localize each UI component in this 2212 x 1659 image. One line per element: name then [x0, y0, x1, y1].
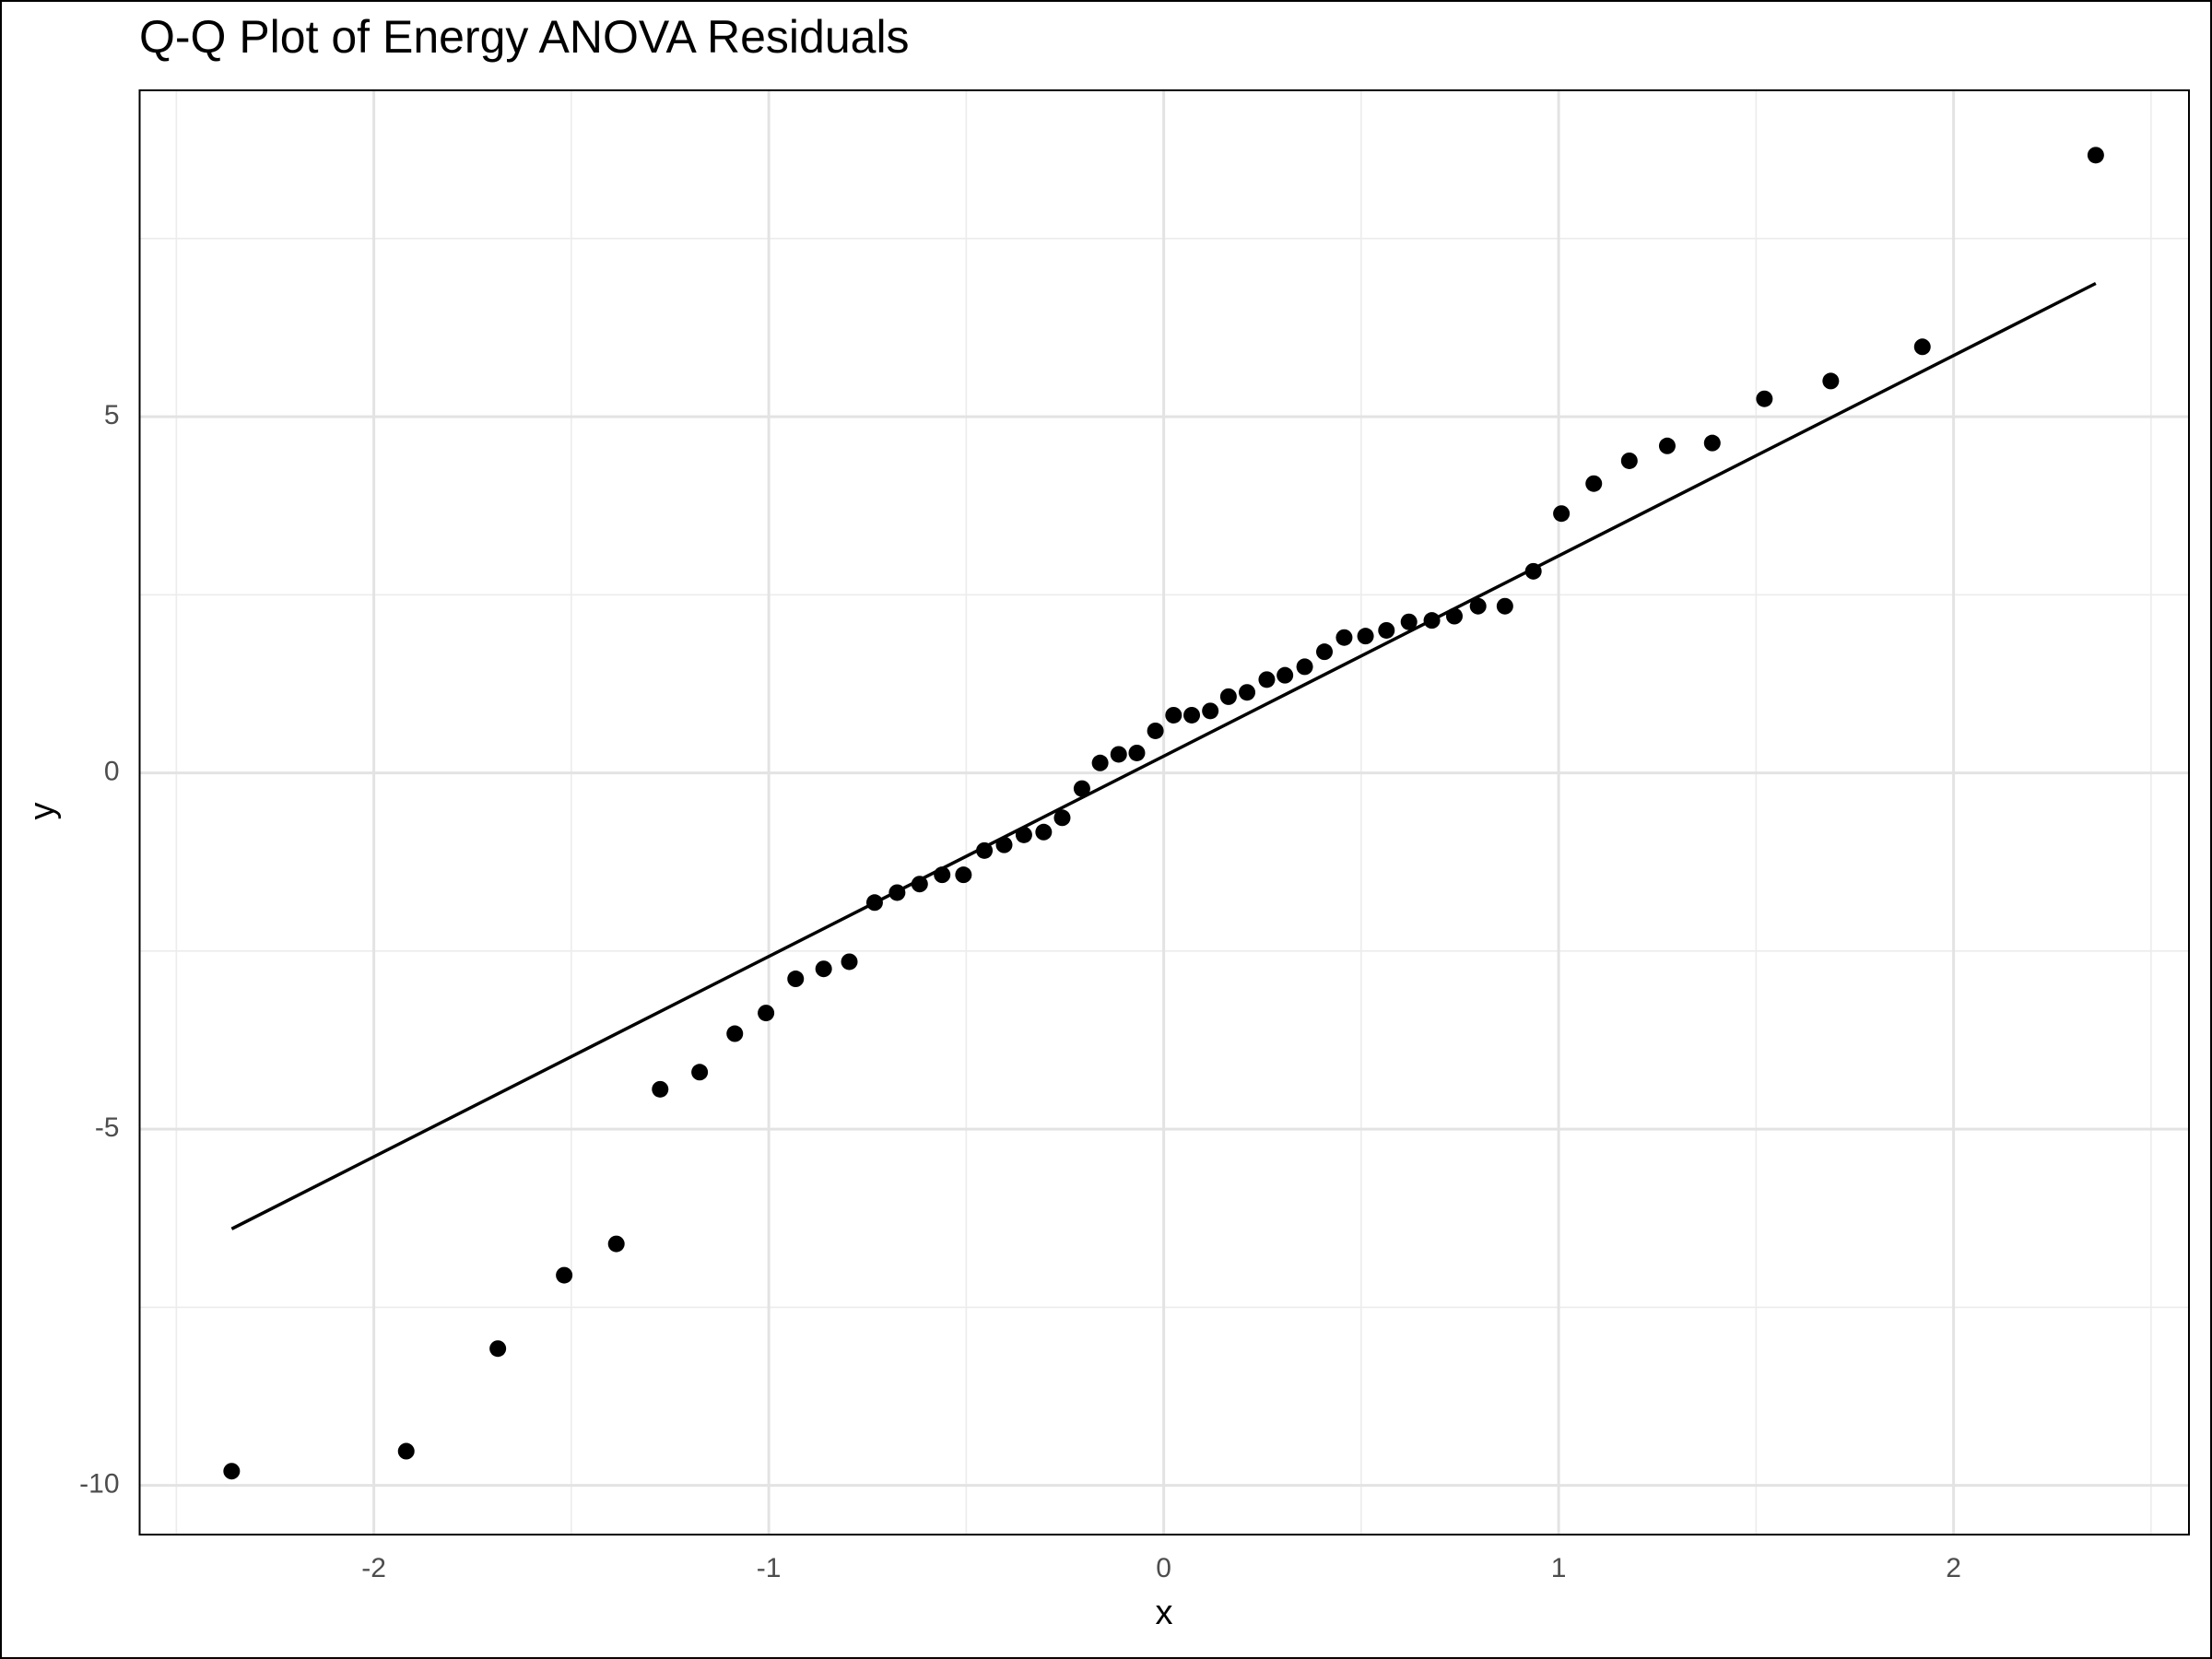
point	[1277, 666, 1294, 684]
x-tick-label: 1	[1551, 1553, 1567, 1583]
x-tick-label: 0	[1156, 1553, 1171, 1583]
point	[1035, 823, 1053, 841]
point	[1703, 434, 1721, 452]
point	[607, 1235, 625, 1253]
point	[397, 1442, 415, 1460]
point	[726, 1025, 744, 1042]
point	[888, 884, 906, 901]
point	[934, 866, 951, 884]
x-tick-label: 2	[1946, 1553, 1961, 1583]
point	[1445, 607, 1463, 625]
point	[489, 1340, 507, 1358]
point	[1296, 658, 1313, 676]
point	[1553, 505, 1571, 523]
point	[1423, 612, 1441, 629]
point	[1335, 629, 1353, 646]
point	[865, 894, 883, 912]
point	[1400, 613, 1418, 630]
point	[1073, 780, 1090, 797]
point	[556, 1266, 573, 1284]
point	[1110, 746, 1127, 763]
x-axis-title: x	[1156, 1594, 1173, 1632]
point	[1053, 809, 1071, 827]
point	[223, 1463, 241, 1480]
point	[841, 953, 858, 971]
point	[1620, 452, 1638, 469]
point	[758, 1005, 775, 1022]
y-axis-title: y	[23, 803, 62, 820]
point	[1202, 702, 1219, 720]
point	[911, 876, 928, 893]
point	[1524, 562, 1542, 580]
point	[1015, 826, 1032, 843]
point	[1128, 744, 1146, 761]
y-tick-label: -5	[95, 1112, 120, 1143]
point	[1219, 688, 1237, 705]
plot-frame	[138, 89, 2190, 1535]
y-tick-label: 5	[104, 400, 120, 430]
point	[1147, 722, 1164, 739]
point	[691, 1064, 709, 1081]
point	[995, 836, 1013, 853]
point	[2087, 147, 2104, 164]
point	[1822, 372, 1840, 390]
point	[1756, 390, 1773, 407]
point	[1165, 706, 1182, 724]
point	[787, 971, 805, 988]
point	[1239, 684, 1256, 701]
point	[1469, 597, 1487, 615]
point	[1496, 597, 1513, 615]
point	[1378, 621, 1395, 639]
point	[1913, 338, 1931, 356]
point	[955, 866, 972, 884]
point	[1258, 671, 1276, 688]
point	[1585, 475, 1603, 492]
y-tick-label: 0	[104, 757, 120, 787]
point	[1316, 643, 1334, 661]
x-tick-label: -2	[361, 1553, 386, 1583]
point	[1091, 754, 1109, 771]
reference-line	[230, 281, 2097, 1230]
point	[652, 1080, 669, 1098]
point	[1183, 706, 1201, 724]
chart-title: Q-Q Plot of Energy ANOVA Residuals	[139, 11, 910, 63]
point	[976, 841, 994, 859]
x-tick-label: -1	[757, 1553, 782, 1583]
point	[1658, 437, 1676, 454]
point	[1357, 628, 1374, 645]
y-tick-label: -10	[79, 1469, 119, 1500]
point	[815, 960, 832, 978]
